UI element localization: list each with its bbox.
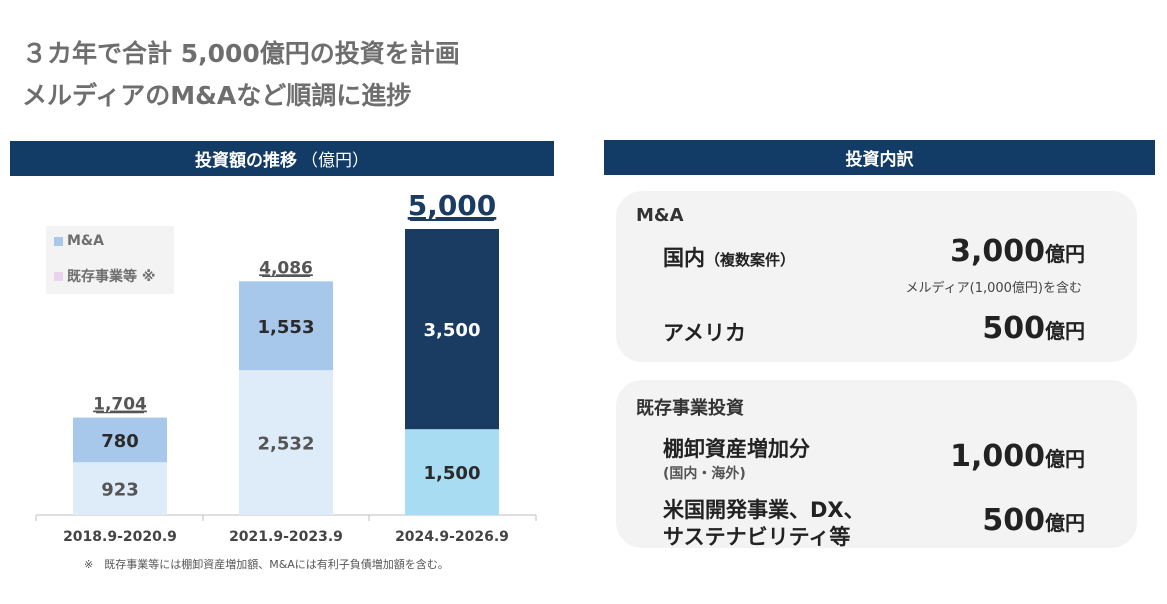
ma-domestic-unit: 億円: [1045, 242, 1085, 266]
chart-footnote: ※ 既存事業等には棚卸資産増加額、M&Aには有利子負債増加額を含む。: [84, 558, 449, 571]
ma-title: M&A: [636, 205, 684, 226]
data-label: 923: [101, 480, 139, 501]
ma-america-label: アメリカ: [663, 321, 746, 345]
x-tick-label: 2024.9-2026.9: [395, 529, 509, 545]
inventory-unit: 億円: [1045, 447, 1085, 471]
legend-label-existing: 既存事業等 ※: [67, 269, 156, 285]
data-label: 3,500: [424, 320, 481, 341]
inventory-label: 棚卸資産増加分: [663, 437, 810, 461]
existing-card: 既存事業投資 棚卸資産増加分 (国内・海外) 1,000億円 米国開発事業、DX…: [616, 380, 1137, 549]
legend-swatch-ma: [54, 236, 63, 246]
us-dev-label-line1: 米国開発事業、DX、: [663, 498, 865, 522]
ma-america-unit: 億円: [1045, 319, 1085, 343]
ma-domestic-name: 国内: [663, 246, 705, 270]
breakdown-heading: 投資内訳: [845, 150, 914, 170]
chart-heading: 投資額の推移: [195, 151, 297, 171]
legend-label-ma: M&A: [67, 233, 104, 249]
x-tick-label: 2021.9-2023.9: [229, 529, 343, 545]
ma-domestic-amount: 3,000: [950, 234, 1045, 269]
total-label: 4,086: [259, 258, 313, 278]
x-tick-label: 2018.9-2020.9: [63, 529, 177, 545]
existing-title: 既存事業投資: [636, 398, 744, 419]
legend-swatch-existing: [54, 271, 63, 281]
page-title-line1: ３カ年で合計 5,000億円の投資を計画: [22, 39, 460, 68]
bar-segment-ma: [239, 281, 333, 371]
ma-america-amount: 500: [982, 311, 1045, 346]
data-label: 780: [101, 431, 139, 452]
ma-domestic-note: メルディア(1,000億円)を含む: [905, 281, 1082, 296]
inventory-value: 1,000億円: [950, 439, 1085, 474]
ma-domestic-value: 3,000億円: [950, 234, 1085, 269]
ma-card: M&A 国内（複数案件） 3,000億円 メルディア(1,000億円)を含む ア…: [616, 191, 1137, 362]
breakdown-heading-band: 投資内訳: [604, 140, 1155, 175]
data-label: 1,553: [258, 317, 315, 338]
us-dev-label-line2: サステナビリティ等: [663, 525, 851, 549]
inventory-amount: 1,000: [950, 439, 1045, 474]
ma-domestic-sub: （複数案件）: [705, 251, 796, 269]
total-label: 5,000: [408, 189, 497, 222]
investment-chart: 923 780 1,704 2018.9-2020.9 2,532 1,553 4,086 2…: [35, 189, 537, 545]
data-label: 1,500: [424, 463, 481, 484]
us-dev-value: 500億円: [982, 503, 1085, 538]
bar-segment-existing: [239, 370, 333, 515]
ma-america-value: 500億円: [982, 311, 1085, 346]
chart-heading-band: 投資額の推移 （億円）: [10, 141, 554, 176]
bar-segment-ma: [405, 229, 499, 430]
chart-heading-unit: （億円）: [301, 151, 369, 171]
data-label: 2,532: [258, 434, 315, 455]
ma-domestic-label: 国内（複数案件）: [663, 242, 795, 272]
chart-legend: M&A 既存事業等 ※: [46, 226, 174, 294]
bar-segment-existing: [405, 429, 499, 515]
inventory-sub: (国内・海外): [663, 466, 746, 482]
bar-segment-existing: [73, 462, 167, 515]
us-dev-amount: 500: [982, 503, 1045, 538]
bar-segment-ma: [73, 417, 167, 463]
page-title-line2: メルディアのM&Aなど順調に進捗: [22, 81, 412, 110]
legend-item-existing: 既存事業等 ※: [54, 266, 155, 286]
total-label: 1,704: [93, 395, 147, 415]
legend-item-ma: M&A: [54, 233, 104, 249]
us-dev-unit: 億円: [1045, 511, 1085, 535]
